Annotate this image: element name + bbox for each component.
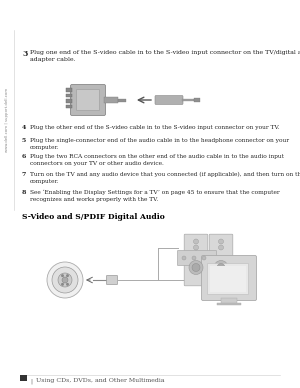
- Text: |: |: [30, 378, 32, 383]
- Bar: [194, 98, 200, 102]
- Bar: [221, 298, 237, 304]
- Text: www.dell.com | support.dell.com: www.dell.com | support.dell.com: [5, 88, 9, 152]
- Bar: [217, 303, 241, 305]
- Circle shape: [62, 277, 68, 283]
- Circle shape: [182, 256, 186, 260]
- FancyBboxPatch shape: [70, 85, 106, 116]
- Circle shape: [194, 239, 199, 244]
- Circle shape: [202, 256, 206, 260]
- Circle shape: [218, 245, 224, 250]
- Circle shape: [58, 273, 72, 287]
- FancyBboxPatch shape: [209, 234, 233, 286]
- Circle shape: [66, 283, 69, 286]
- Text: S-Video and S/PDIF Digital Audio: S-Video and S/PDIF Digital Audio: [22, 213, 165, 221]
- FancyBboxPatch shape: [202, 256, 256, 300]
- Circle shape: [192, 256, 196, 260]
- Bar: [66, 94, 72, 97]
- Circle shape: [192, 263, 200, 272]
- Text: 6: 6: [22, 154, 26, 159]
- Text: Plug the two RCA connectors on the other end of the audio cable in to the audio : Plug the two RCA connectors on the other…: [30, 154, 284, 166]
- Bar: [118, 99, 126, 102]
- FancyBboxPatch shape: [106, 275, 118, 284]
- FancyBboxPatch shape: [155, 95, 183, 104]
- Text: 5: 5: [22, 138, 26, 143]
- FancyBboxPatch shape: [208, 263, 248, 294]
- Circle shape: [66, 274, 69, 277]
- Circle shape: [61, 283, 64, 286]
- Bar: [20, 375, 27, 381]
- Circle shape: [47, 262, 83, 298]
- FancyBboxPatch shape: [178, 251, 217, 265]
- Bar: [66, 104, 72, 108]
- Bar: [210, 266, 246, 292]
- Circle shape: [218, 239, 224, 244]
- Circle shape: [214, 260, 228, 274]
- Text: Plug the single-connector end of the audio cable in to the headphone connector o: Plug the single-connector end of the aud…: [30, 138, 289, 150]
- Circle shape: [189, 260, 203, 274]
- Text: Using CDs, DVDs, and Other Multimedia: Using CDs, DVDs, and Other Multimedia: [36, 378, 164, 383]
- Bar: [104, 97, 118, 103]
- Circle shape: [52, 267, 78, 293]
- Circle shape: [61, 274, 64, 277]
- Circle shape: [194, 245, 199, 250]
- Text: 4: 4: [22, 125, 26, 130]
- Text: Plug the other end of the S-video cable in to the S-video input connector on you: Plug the other end of the S-video cable …: [30, 125, 280, 130]
- Bar: [66, 99, 72, 102]
- Text: 3: 3: [22, 50, 27, 58]
- Text: Plug one end of the S-video cable in to the S-video input connector on the TV/di: Plug one end of the S-video cable in to …: [30, 50, 300, 62]
- FancyBboxPatch shape: [184, 234, 208, 286]
- Text: See ‘Enabling the Display Settings for a TV’ on page 45 to ensure that the compu: See ‘Enabling the Display Settings for a…: [30, 190, 280, 202]
- FancyBboxPatch shape: [76, 90, 100, 111]
- Text: 8: 8: [22, 190, 26, 195]
- Text: 7: 7: [22, 172, 26, 177]
- Text: Turn on the TV and any audio device that you connected (if applicable), and then: Turn on the TV and any audio device that…: [30, 172, 300, 184]
- Bar: [182, 99, 194, 101]
- Circle shape: [217, 263, 225, 272]
- Bar: [66, 88, 72, 92]
